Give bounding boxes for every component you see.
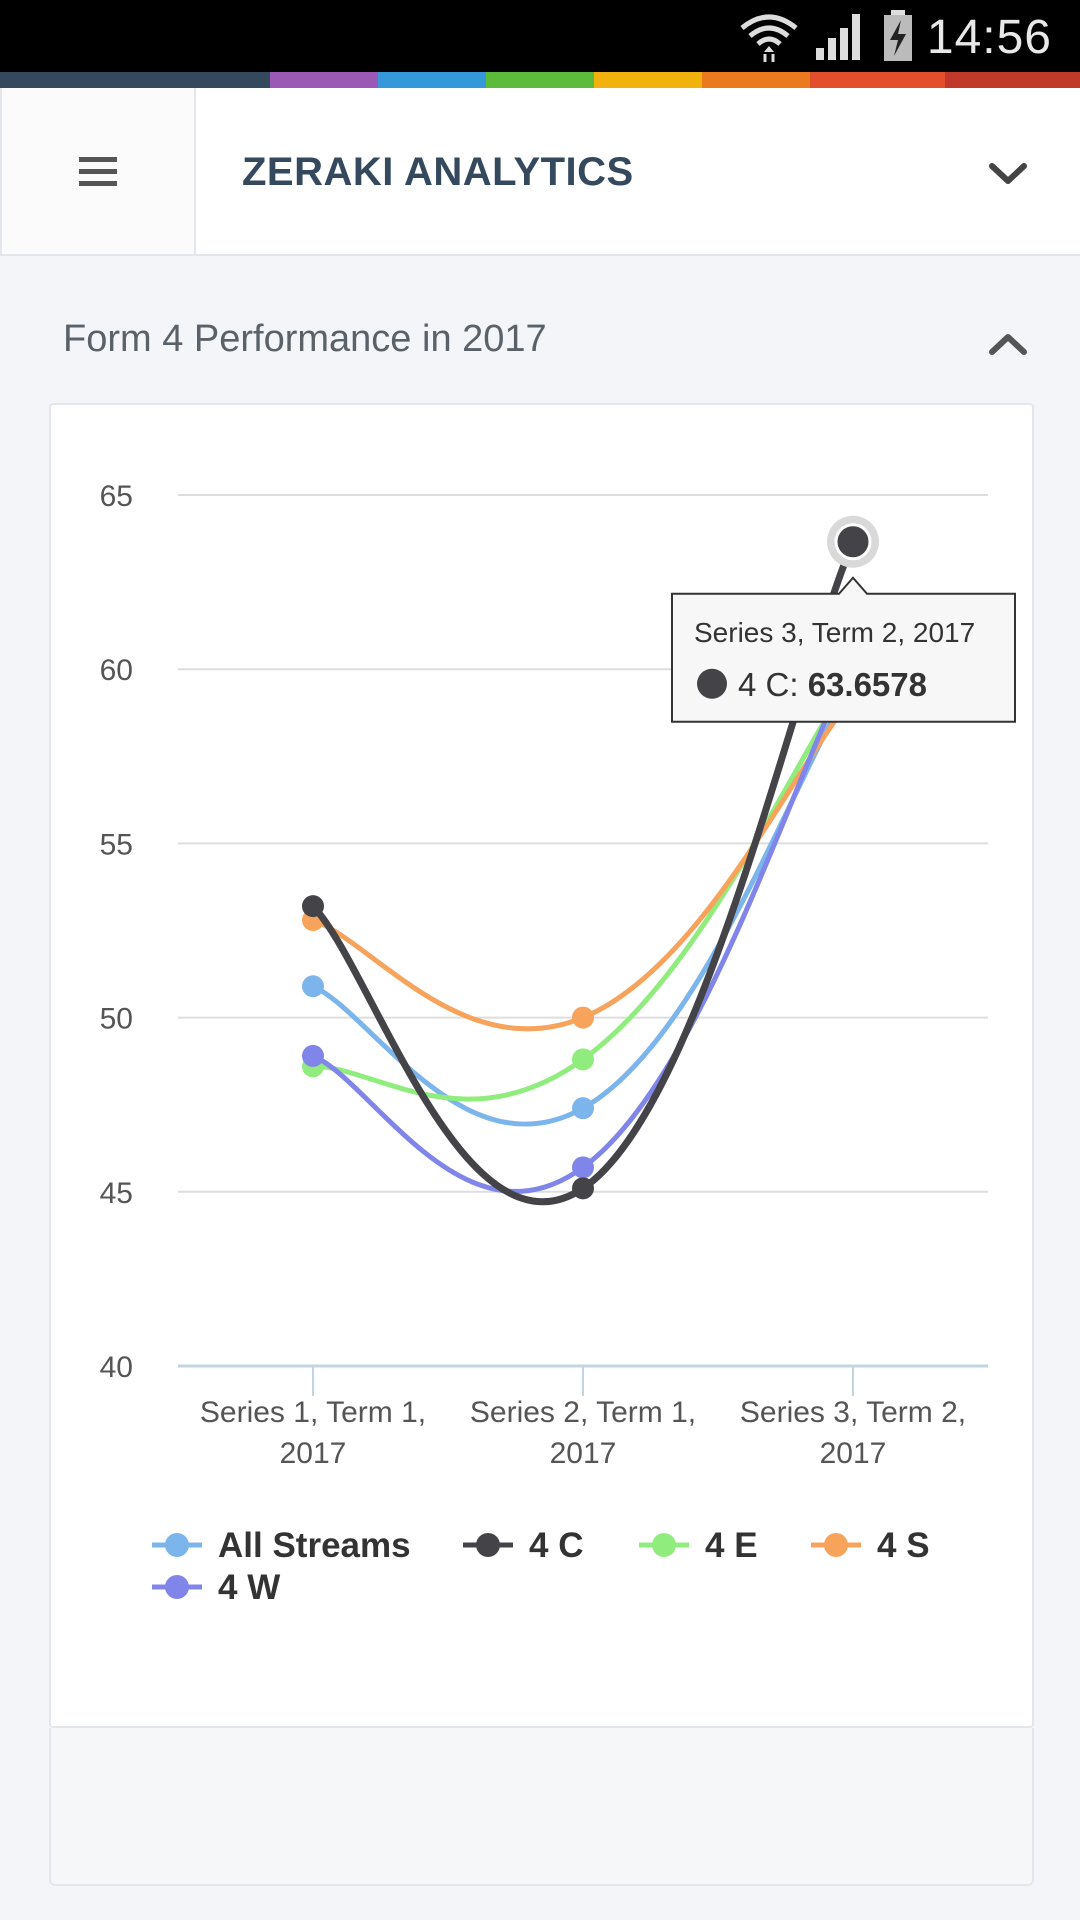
legend-swatch-marker — [476, 1533, 500, 1557]
y-tick-label: 45 — [100, 1177, 133, 1210]
x-category-label: 2017 — [820, 1437, 887, 1470]
app-bar: ZERAKI ANALYTICS — [0, 88, 1080, 256]
series-line-4-w[interactable] — [310, 659, 856, 1194]
data-point[interactable] — [302, 975, 324, 998]
stripe-segment — [0, 72, 270, 88]
battery-charging-icon — [884, 10, 912, 61]
legend-swatch-marker — [824, 1533, 848, 1557]
legend-label: 4 E — [705, 1526, 758, 1565]
series-line-4-e[interactable] — [310, 673, 856, 1102]
tooltip-box — [671, 576, 1016, 723]
tooltip-title: Series 3, Term 2, 2017 — [694, 617, 975, 648]
signal-icon — [816, 14, 860, 60]
stripe-segment — [486, 72, 594, 88]
empty-card — [49, 1728, 1034, 1886]
data-point[interactable] — [572, 1156, 594, 1179]
y-tick-label: 55 — [100, 828, 133, 861]
chevron-up-icon — [989, 334, 1027, 355]
chevron-down-icon — [989, 163, 1027, 184]
chart-card: 40 45 50 55 60 65 Series 1, Term 1, 2017 Series … — [49, 403, 1034, 1728]
account-dropdown-button[interactable] — [976, 142, 1040, 206]
legend-item-4-s[interactable]: 4 S — [811, 1526, 930, 1565]
chart-tooltip: Series 3, Term 2, 2017 4 C: 63.6578 — [671, 576, 1016, 723]
legend-item-4-w[interactable]: 4 W — [152, 1568, 280, 1607]
legend-label: 4 S — [877, 1526, 930, 1565]
x-category-label: Series 1, Term 1, — [200, 1396, 426, 1429]
x-category-label: Series 2, Term 1, — [470, 1396, 696, 1429]
stripe-segment — [945, 72, 1080, 88]
data-point[interactable] — [572, 1097, 594, 1120]
data-point[interactable] — [572, 1048, 594, 1071]
data-point[interactable] — [834, 523, 872, 561]
stripe-segment — [810, 72, 945, 88]
stripe-segment — [270, 72, 378, 88]
data-point[interactable] — [302, 895, 324, 918]
tooltip-series-marker — [697, 668, 727, 699]
legend-item-4-e[interactable]: 4 E — [639, 1526, 758, 1565]
y-tick-label: 40 — [100, 1351, 133, 1384]
data-point[interactable] — [572, 1006, 594, 1029]
section-title: Form 4 Performance in 2017 — [63, 318, 547, 360]
wifi-icon — [740, 14, 798, 62]
legend-swatch-marker — [652, 1533, 676, 1557]
status-bar: 14:56 — [0, 0, 1080, 72]
data-point[interactable] — [572, 1177, 594, 1200]
legend-swatch-marker — [165, 1533, 189, 1557]
legend-swatch-marker — [165, 1575, 189, 1599]
legend-item-all-streams[interactable]: All Streams — [152, 1526, 411, 1565]
x-category-label: Series 3, Term 2, — [740, 1396, 966, 1429]
section-header: Form 4 Performance in 2017 — [0, 258, 1080, 408]
menu-button[interactable] — [0, 88, 196, 254]
y-tick-label: 50 — [100, 1003, 133, 1036]
series-line-4-s[interactable] — [310, 694, 856, 1032]
data-point[interactable] — [302, 1044, 324, 1067]
tooltip-value: 4 C: 63.6578 — [738, 666, 927, 703]
app-title: ZERAKI ANALYTICS — [242, 150, 634, 194]
performance-line-chart[interactable]: 40 45 50 55 60 65 Series 1, Term 1, 2017 Series … — [51, 405, 1036, 1730]
series-line-4-c[interactable] — [309, 538, 857, 1206]
legend-label: All Streams — [218, 1526, 411, 1565]
x-category-label: 2017 — [280, 1437, 347, 1470]
legend-item-4-c[interactable]: 4 C — [463, 1526, 583, 1565]
stripe-segment — [594, 72, 702, 88]
collapse-section-button[interactable] — [976, 312, 1040, 376]
y-tick-label: 65 — [100, 480, 133, 513]
brand-stripe — [0, 72, 1080, 88]
legend-label: 4 W — [218, 1568, 280, 1607]
stripe-segment — [378, 72, 486, 88]
stripe-segment — [702, 72, 810, 88]
x-category-label: 2017 — [550, 1437, 617, 1470]
hamburger-menu-icon — [79, 157, 117, 186]
legend-label: 4 C — [529, 1526, 583, 1565]
status-time: 14:56 — [926, 11, 1052, 64]
y-tick-label: 60 — [100, 654, 133, 687]
